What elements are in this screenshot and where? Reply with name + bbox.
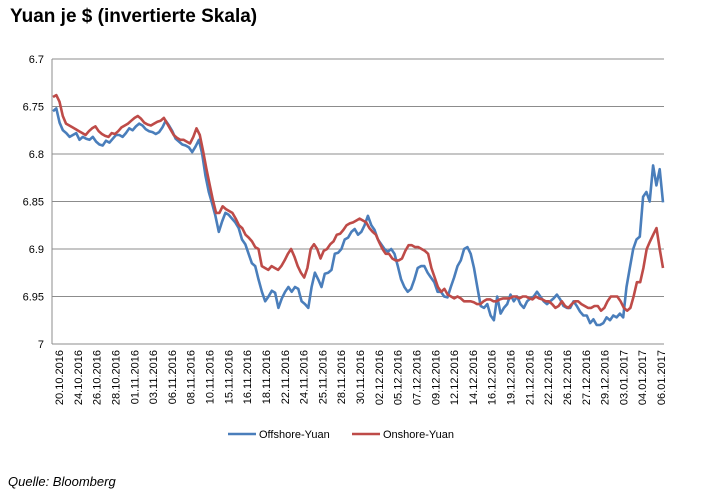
x-tick-label: 03.01.2017 xyxy=(618,350,630,405)
x-tick-label: 15.11.2016 xyxy=(223,350,235,404)
x-tick-label: 10.11.2016 xyxy=(205,350,217,404)
x-tick-label: 18.11.2016 xyxy=(261,350,273,404)
x-tick-label: 14.12.2016 xyxy=(468,350,480,405)
series-line-onshore xyxy=(52,93,665,313)
x-tick-label: 04.01.2017 xyxy=(637,350,649,405)
x-tick-label: 28.11.2016 xyxy=(336,350,348,404)
y-tick-label: 6.95 xyxy=(23,292,44,304)
x-tick-label: 24.11.2016 xyxy=(299,350,311,404)
x-tick-label: 22.11.2016 xyxy=(280,350,292,404)
x-tick-label: 07.12.2016 xyxy=(411,350,423,405)
x-tick-label: 21.12.2016 xyxy=(524,350,536,405)
legend-label: Onshore-Yuan xyxy=(383,429,454,441)
x-tick-label: 02.12.2016 xyxy=(374,350,386,405)
chart-title: Yuan je $ (invertierte Skala) xyxy=(10,6,258,27)
x-tick-label: 27.12.2016 xyxy=(581,350,593,405)
x-tick-label: 25.11.2016 xyxy=(317,350,329,404)
x-tick-label: 29.12.2016 xyxy=(600,350,612,405)
gridlines xyxy=(52,58,664,297)
x-tick-label: 22.12.2016 xyxy=(543,350,555,405)
x-axis-ticks: 20.10.2016 24.10.2016 26.10.2016 28.10.2016… xyxy=(54,350,668,405)
y-tick-label: 6.9 xyxy=(29,244,44,256)
y-tick-label: 7 xyxy=(38,339,44,351)
x-tick-label: 06.11.2016 xyxy=(167,350,179,404)
x-tick-label: 06.01.2017 xyxy=(656,350,668,405)
x-tick-label: 26.10.2016 xyxy=(92,350,104,405)
x-tick-label: 28.10.2016 xyxy=(110,350,122,405)
x-tick-label: 05.12.2016 xyxy=(393,350,405,405)
y-axis-ticks: 6.7 6.75 6.8 6.85 6.9 6.95 7 xyxy=(23,54,44,351)
x-tick-label: 24.10.2016 xyxy=(73,350,85,405)
x-tick-label: 12.12.2016 xyxy=(449,350,461,405)
series-line-offshore xyxy=(52,107,665,327)
y-tick-label: 6.8 xyxy=(29,149,44,161)
x-tick-label: 08.11.2016 xyxy=(186,350,198,404)
y-tick-label: 6.85 xyxy=(23,197,44,209)
legend: Offshore-Yuan Onshore-Yuan xyxy=(228,429,454,441)
x-tick-label: 03.11.2016 xyxy=(148,350,160,404)
x-tick-label: 16.11.2016 xyxy=(242,350,254,404)
series-lines xyxy=(52,93,665,327)
x-tick-label: 09.12.2016 xyxy=(430,350,442,405)
axes xyxy=(51,59,664,345)
x-tick-label: 20.10.2016 xyxy=(54,350,66,405)
source-note: Quelle: Bloomberg xyxy=(8,474,116,489)
x-tick-label: 30.11.2016 xyxy=(355,350,367,404)
x-tick-label: 26.12.2016 xyxy=(562,350,574,405)
y-tick-label: 6.75 xyxy=(23,102,44,114)
legend-label: Offshore-Yuan xyxy=(259,429,330,441)
x-tick-label: 01.11.2016 xyxy=(129,350,141,404)
x-tick-label: 19.12.2016 xyxy=(506,350,518,405)
x-tick-label: 16.12.2016 xyxy=(487,350,499,405)
y-tick-label: 6.7 xyxy=(29,54,44,66)
